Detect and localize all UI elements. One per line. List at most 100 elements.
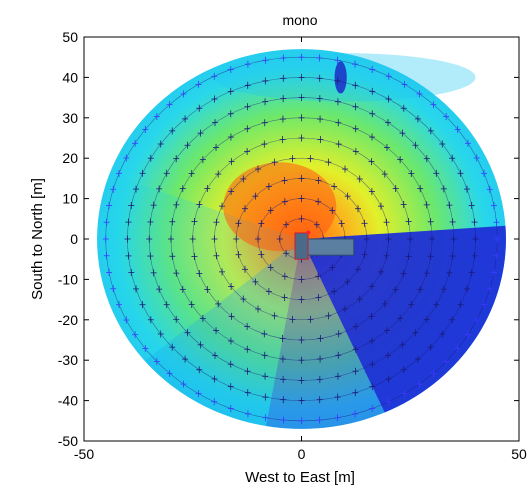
measurement-marker bbox=[227, 383, 234, 391]
measurement-marker bbox=[334, 56, 341, 64]
measurement-marker bbox=[147, 218, 154, 226]
measurement-marker bbox=[416, 380, 423, 388]
measurement-marker bbox=[281, 272, 288, 280]
measurement-marker bbox=[423, 155, 430, 163]
measurement-marker bbox=[417, 285, 424, 293]
measurement-marker bbox=[315, 272, 322, 280]
measurement-marker bbox=[163, 301, 170, 309]
measurement-marker bbox=[139, 169, 146, 177]
measurement-marker bbox=[369, 133, 376, 141]
measurement-marker bbox=[196, 104, 203, 112]
measurement-marker bbox=[227, 360, 234, 368]
measurement-marker bbox=[352, 103, 359, 111]
measurement-marker bbox=[219, 268, 226, 276]
measurement-marker bbox=[196, 270, 203, 278]
measurement-marker bbox=[315, 294, 322, 302]
measurement-marker bbox=[227, 337, 234, 345]
measurement-marker bbox=[182, 115, 189, 123]
measurement-marker bbox=[298, 94, 305, 102]
measurement-marker bbox=[279, 334, 286, 342]
measurement-marker bbox=[463, 285, 470, 293]
measurement-marker bbox=[400, 200, 407, 208]
measurement-marker bbox=[244, 389, 251, 397]
measurement-marker bbox=[244, 322, 251, 330]
y-tick-label: 0 bbox=[70, 231, 78, 247]
measurement-marker bbox=[427, 218, 434, 226]
measurement-marker bbox=[352, 410, 359, 418]
measurement-marker bbox=[352, 81, 359, 89]
measurement-marker bbox=[132, 331, 139, 339]
measurement-marker bbox=[103, 252, 110, 260]
measurement-marker bbox=[449, 316, 456, 324]
measurement-marker bbox=[486, 285, 493, 293]
measurement-marker bbox=[397, 314, 404, 322]
measurement-marker bbox=[228, 188, 235, 196]
measurement-marker bbox=[196, 200, 203, 208]
measurement-marker bbox=[240, 295, 247, 303]
source-mount bbox=[294, 232, 309, 260]
measurement-marker bbox=[228, 312, 235, 320]
measurement-marker bbox=[128, 201, 135, 209]
measurement-marker bbox=[446, 269, 453, 277]
y-tick-label: -40 bbox=[58, 393, 78, 409]
measurement-marker bbox=[153, 357, 160, 365]
measurement-marker bbox=[356, 175, 363, 183]
measurement-marker bbox=[128, 269, 135, 277]
measurement-marker bbox=[352, 389, 359, 397]
measurement-marker bbox=[385, 375, 392, 383]
measurement-marker bbox=[361, 219, 368, 227]
y-tick-label: 40 bbox=[62, 69, 78, 85]
measurement-marker bbox=[191, 217, 198, 225]
measurement-marker bbox=[400, 104, 407, 112]
measurement-marker bbox=[244, 81, 251, 89]
measurement-marker bbox=[240, 175, 247, 183]
measurement-marker bbox=[334, 77, 341, 85]
measurement-marker bbox=[133, 185, 140, 193]
measurement-marker bbox=[316, 74, 323, 82]
x-ticks: -50 0 50 bbox=[74, 37, 527, 462]
measurement-marker bbox=[298, 73, 305, 81]
measurement-marker bbox=[184, 141, 191, 149]
measurement-marker bbox=[213, 218, 220, 226]
measurement-marker bbox=[261, 351, 268, 359]
measurement-marker bbox=[279, 136, 286, 144]
measurement-marker bbox=[173, 315, 180, 323]
measurement-marker bbox=[123, 154, 130, 162]
measurement-marker bbox=[147, 316, 154, 324]
measurement-marker bbox=[280, 54, 287, 62]
measurement-marker bbox=[244, 148, 251, 156]
measurement-marker bbox=[179, 185, 186, 193]
measurement-marker bbox=[352, 367, 359, 375]
measurement-marker bbox=[439, 140, 446, 148]
measurement-marker bbox=[486, 185, 493, 193]
measurement-marker bbox=[316, 416, 323, 424]
measurement-marker bbox=[281, 198, 288, 206]
measurement-marker bbox=[227, 110, 234, 118]
measurement-marker bbox=[199, 314, 206, 322]
measurement-marker bbox=[481, 169, 488, 177]
measurement-marker bbox=[166, 369, 173, 377]
measurement-marker bbox=[179, 285, 186, 293]
measurement-marker bbox=[329, 206, 336, 214]
measurement-marker bbox=[233, 235, 240, 243]
measurement-marker bbox=[191, 253, 198, 261]
measurement-marker bbox=[473, 154, 480, 162]
measurement-marker bbox=[110, 185, 117, 193]
measurement-marker bbox=[298, 275, 305, 283]
measurement-marker bbox=[454, 125, 461, 133]
measurement-marker bbox=[352, 148, 359, 156]
measurement-marker bbox=[355, 265, 362, 273]
chart-title: mono bbox=[282, 12, 317, 28]
measurement-marker bbox=[385, 72, 392, 80]
measurement-marker bbox=[195, 80, 202, 88]
measurement-marker bbox=[449, 218, 456, 226]
measurement-marker bbox=[173, 201, 180, 209]
measurement-marker bbox=[298, 417, 305, 425]
measurement-marker bbox=[439, 330, 446, 338]
measurement-marker bbox=[261, 119, 268, 127]
measurement-marker bbox=[368, 188, 375, 196]
measurement-marker bbox=[331, 287, 338, 295]
measurement-marker bbox=[195, 390, 202, 398]
measurement-marker bbox=[262, 56, 269, 64]
